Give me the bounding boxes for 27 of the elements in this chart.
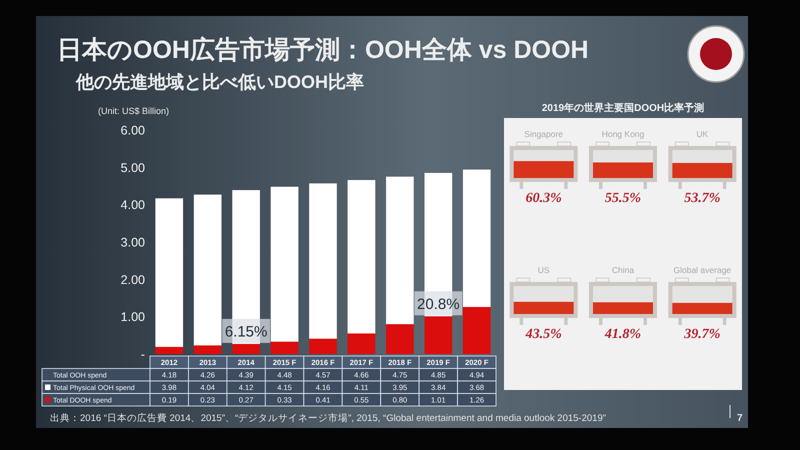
- category-label: China: [612, 265, 634, 275]
- text: 2019年の世界主要国DOOH比率予測: [542, 102, 704, 114]
- annotation: 6.15%: [224, 323, 268, 340]
- y-tick-label: 4.00: [120, 198, 146, 212]
- data-label: 39.7%: [683, 327, 720, 342]
- data-label: 43.5%: [524, 327, 562, 342]
- chart-title: 日本のOOH広告市場予測：OOH全体 vs DOOH: [57, 36, 589, 64]
- annotation: 20.8%: [417, 296, 460, 313]
- data-label: 53.7%: [684, 191, 720, 206]
- category-label: UK: [696, 129, 709, 139]
- data-label: 55.5%: [604, 191, 642, 206]
- y-tick-label: 5.00: [120, 160, 146, 175]
- y-tick-label: 1.00: [120, 310, 146, 324]
- y-tick-label: 6.00: [120, 124, 146, 138]
- y-tick-label: -: [140, 348, 145, 362]
- category-label: US: [538, 265, 550, 275]
- source-note: 出典：2016 “日本の広告費 2014、2015”、“デジタルサイネージ市場”, 2015, “Global entertainment and media outlook 2015-2019”: [50, 412, 606, 424]
- chart-subtitle: 他の先進地域と比べ低いDOOH比率: [75, 72, 364, 92]
- data-label: 41.8%: [604, 327, 642, 342]
- y-tick-label: 3.00: [120, 236, 146, 250]
- category-label: Singapore: [524, 129, 564, 139]
- y-axis-title: (Unit: US$ Billion): [98, 106, 170, 116]
- category-label: Hong Kong: [602, 129, 645, 139]
- y-tick-label: 2.00: [120, 272, 146, 287]
- category-label: Global average: [674, 265, 732, 275]
- data-label: 60.3%: [526, 191, 562, 206]
- text: 7: [737, 413, 743, 424]
